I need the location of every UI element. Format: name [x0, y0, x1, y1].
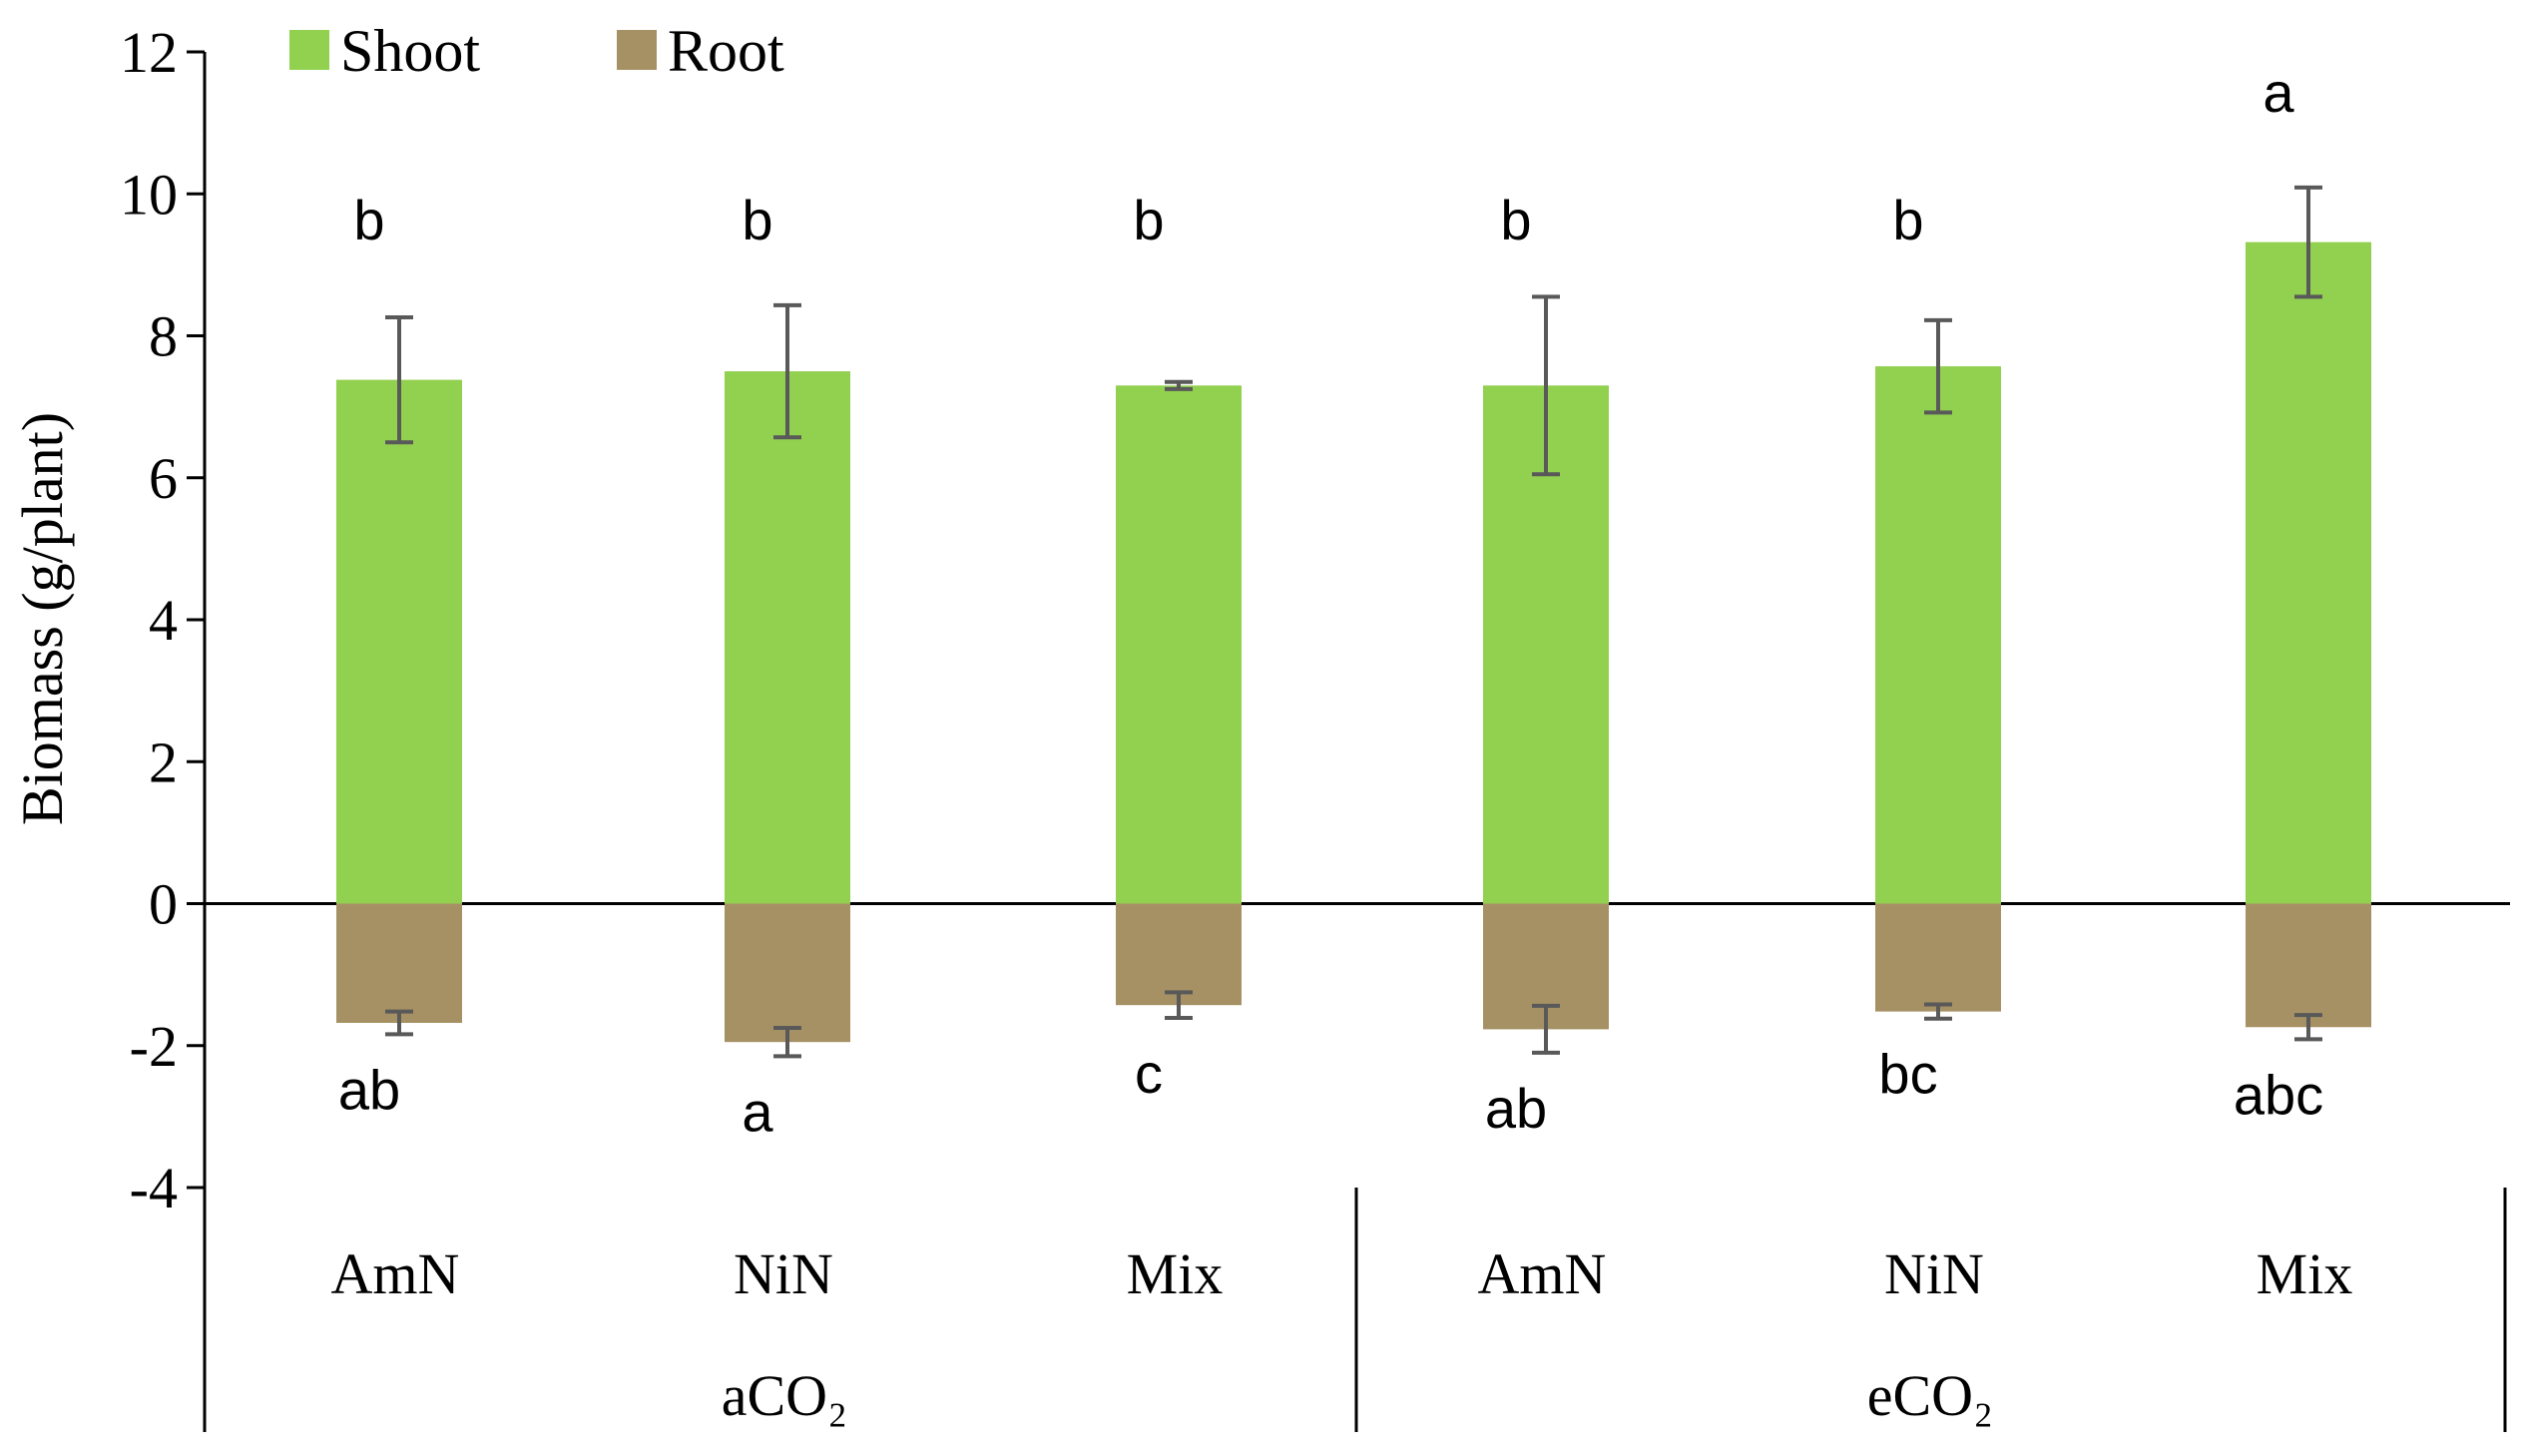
significance-letter-root: ab	[338, 1058, 400, 1121]
legend-swatch-shoot	[289, 30, 329, 70]
significance-letter-shoot: a	[2263, 61, 2294, 124]
x-group-label: aCO₂	[722, 1363, 848, 1428]
significance-letter-shoot: b	[1133, 189, 1164, 251]
x-category-label: Mix	[1127, 1241, 1224, 1306]
bar-root	[1116, 903, 1242, 1006]
x-group-label: eCO₂	[1867, 1363, 1994, 1428]
significance-letter-root: c	[1135, 1042, 1163, 1105]
y-tick-label: -4	[130, 1156, 178, 1220]
legend-swatch-root	[617, 30, 657, 70]
significance-letter-root: a	[742, 1080, 773, 1143]
y-tick-label: 4	[149, 588, 178, 653]
bar-shoot	[1116, 385, 1242, 904]
x-category-label: Mix	[2257, 1241, 2353, 1306]
bar-shoot	[1875, 366, 2001, 904]
y-tick-label: 8	[149, 304, 178, 369]
legend-label-shoot: Shoot	[340, 18, 480, 84]
significance-letter-shoot: b	[353, 189, 384, 251]
y-axis-label: Biomass (g/plant)	[10, 412, 75, 825]
x-category-label: AmN	[331, 1241, 460, 1306]
bar-root	[2246, 903, 2371, 1028]
axes	[203, 52, 2510, 1432]
y-tick-label: 2	[149, 729, 178, 794]
x-category-label: AmN	[1478, 1241, 1607, 1306]
bars	[336, 242, 2371, 1043]
x-axis-categories: AmN NiN Mix AmN NiN Mix	[331, 1241, 2353, 1306]
bar-root	[725, 903, 850, 1043]
significance-letter-shoot: b	[1892, 189, 1923, 251]
significance-letter-root: bc	[1878, 1043, 1937, 1106]
bar-shoot	[336, 379, 462, 904]
y-tick-label: 0	[149, 872, 178, 937]
significance-letter-shoot: b	[1500, 189, 1531, 251]
x-axis-groups: aCO₂ eCO₂	[722, 1363, 1994, 1428]
bar-shoot	[725, 371, 850, 904]
significance-letter-root: abc	[2234, 1063, 2323, 1126]
significance-letter-shoot: b	[742, 189, 772, 251]
legend-label-root: Root	[668, 18, 784, 84]
y-tick-label: 10	[120, 162, 178, 227]
y-tick-label: 12	[120, 20, 178, 85]
legend: Shoot Root	[289, 18, 784, 84]
bar-root	[336, 903, 462, 1023]
significance-labels: b b b b b a ab a c ab bc abc	[338, 61, 2323, 1143]
error-bars	[385, 185, 2322, 1059]
bar-shoot	[2246, 242, 2371, 904]
y-tick-label: 6	[149, 446, 178, 511]
x-category-label: NiN	[1884, 1241, 1984, 1306]
x-category-label: NiN	[734, 1241, 833, 1306]
y-axis-ticks: 12 10 8 6 4 2 0 -2 -4	[120, 20, 205, 1220]
bar-root	[1875, 903, 2001, 1012]
y-tick-label: -2	[130, 1014, 178, 1079]
significance-letter-root: ab	[1485, 1077, 1547, 1140]
